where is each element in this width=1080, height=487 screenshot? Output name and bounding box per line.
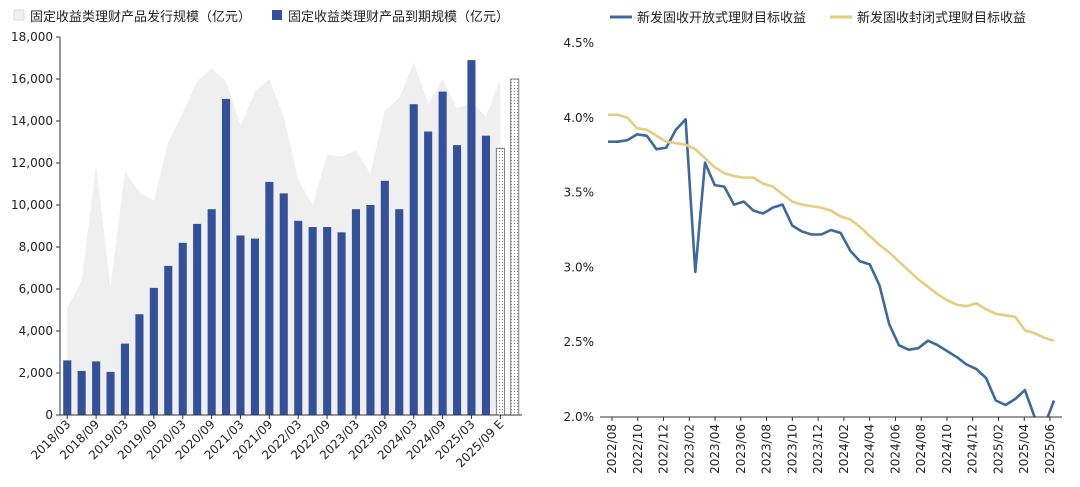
maturity-bar — [308, 227, 317, 415]
right-x-tick-label: 2025/06 — [1043, 424, 1057, 474]
right-x-tick-label: 2025/02 — [991, 424, 1005, 474]
maturity-bar — [92, 361, 101, 415]
legend-issuance-label: 固定收益类理财产品发行规模（亿元） — [30, 9, 251, 25]
maturity-bar — [106, 371, 115, 415]
right-x-tick-label: 2023/02 — [682, 424, 696, 474]
right-y-tick-label: 2.5% — [564, 335, 595, 349]
maturity-bar — [337, 232, 346, 415]
maturity-bar — [178, 242, 187, 415]
maturity-bar — [424, 131, 433, 415]
right-x-tick-label: 2024/06 — [888, 424, 902, 474]
left-chart: 固定收益类理财产品发行规模（亿元） 固定收益类理财产品到期规模（亿元） 0 2,0… — [11, 9, 522, 470]
maturity-bar — [481, 135, 490, 415]
left-y-tick-label: 2,000 — [19, 366, 53, 380]
right-lines-layer — [608, 113, 1056, 417]
legend-open-label: 新发固收开放式理财目标收益 — [637, 10, 806, 26]
maturity-bar — [236, 235, 245, 415]
right-x-tick-label: 2024/02 — [837, 424, 851, 474]
left-y-tick-label: 4,000 — [19, 324, 53, 338]
left-y-tick-label: 16,000 — [11, 72, 53, 86]
maturity-bar — [294, 220, 303, 415]
maturity-bar — [395, 209, 404, 415]
right-x-tick-label: 2023/04 — [708, 424, 722, 474]
right-x-tick-label: 2022/12 — [657, 424, 671, 474]
right-chart: 新发固收开放式理财目标收益 新发固收封闭式理财目标收益 2.0% 2.5% 3.0%… — [564, 10, 1062, 474]
right-x-tick-label: 2023/12 — [811, 424, 825, 474]
right-y-axis: 2.0% 2.5% 3.0% 3.5% 4.0% 4.5% — [564, 36, 595, 424]
right-y-tick-label: 2.0% — [564, 410, 595, 424]
left-y-axis: 0 2,000 4,000 6,000 8,000 10,000 12,000 14,000 1… — [11, 30, 61, 422]
maturity-bar — [63, 360, 72, 415]
right-x-tick-label: 2022/10 — [631, 424, 645, 474]
legend-issuance-swatch — [13, 9, 25, 21]
right-x-tick-label: 2024/12 — [966, 424, 980, 474]
maturity-bar — [207, 209, 216, 415]
left-legend: 固定收益类理财产品发行规模（亿元） 固定收益类理财产品到期规模（亿元） — [13, 9, 509, 25]
maturity-bar — [380, 180, 389, 415]
right-x-tick-label: 2024/04 — [863, 424, 877, 474]
legend-maturity-swatch — [272, 10, 282, 20]
right-legend: 新发固收开放式理财目标收益 新发固收封闭式理财目标收益 — [610, 10, 1026, 26]
open-yield-line — [608, 118, 1056, 417]
right-x-tick-label: 2024/10 — [940, 424, 954, 474]
right-y-tick-label: 3.0% — [564, 260, 595, 274]
right-y-tick-label: 3.5% — [564, 186, 595, 200]
left-y-tick-label: 6,000 — [19, 282, 53, 296]
left-y-tick-label: 10,000 — [11, 198, 53, 212]
left-y-tick-label: 18,000 — [11, 30, 53, 44]
maturity-bar — [323, 227, 332, 415]
right-x-tick-label: 2022/08 — [605, 424, 619, 474]
legend-maturity-label: 固定收益类理财产品到期规模（亿元） — [288, 10, 509, 25]
right-x-tick-label: 2025/04 — [1017, 424, 1031, 474]
closed-yield-line — [608, 113, 1055, 342]
maturity-bar-forecast — [510, 78, 520, 416]
right-x-tick-label: 2023/08 — [760, 424, 774, 474]
legend-closed-label: 新发固收封闭式理财目标收益 — [857, 10, 1026, 26]
maturity-bar — [250, 238, 259, 415]
maturity-bar — [366, 205, 375, 415]
right-y-tick-label: 4.5% — [564, 36, 595, 50]
maturity-bar — [279, 193, 288, 415]
maturity-bar — [409, 104, 418, 415]
maturity-bar — [120, 343, 129, 415]
right-x-tick-label: 2023/06 — [734, 424, 748, 474]
maturity-bar — [149, 287, 158, 415]
left-y-tick-label: 14,000 — [11, 114, 53, 128]
right-x-axis: 2022/08 2022/10 2022/12 2023/02 2023/04 2023/… — [600, 416, 1062, 474]
maturity-bar — [453, 145, 462, 415]
maturity-bar — [222, 98, 231, 416]
maturity-bar — [77, 370, 86, 415]
maturity-bars-layer — [63, 60, 520, 416]
left-y-tick-label: 0 — [45, 408, 53, 422]
right-x-tick-label: 2024/08 — [914, 424, 928, 474]
maturity-bar — [438, 91, 447, 415]
right-x-tick-label: 2023/10 — [785, 424, 799, 474]
maturity-bar — [164, 265, 173, 415]
maturity-bar — [135, 314, 144, 415]
maturity-bar — [193, 223, 202, 415]
left-y-tick-label: 12,000 — [11, 156, 53, 170]
maturity-bar — [351, 209, 360, 415]
maturity-bar-forecast — [495, 147, 505, 416]
maturity-bar — [265, 181, 274, 415]
left-x-axis: 2018/032018/092019/032019/092020/032020/… — [28, 414, 522, 470]
maturity-bar — [467, 60, 476, 415]
right-y-tick-label: 4.0% — [564, 111, 595, 125]
left-y-tick-label: 8,000 — [19, 240, 53, 254]
